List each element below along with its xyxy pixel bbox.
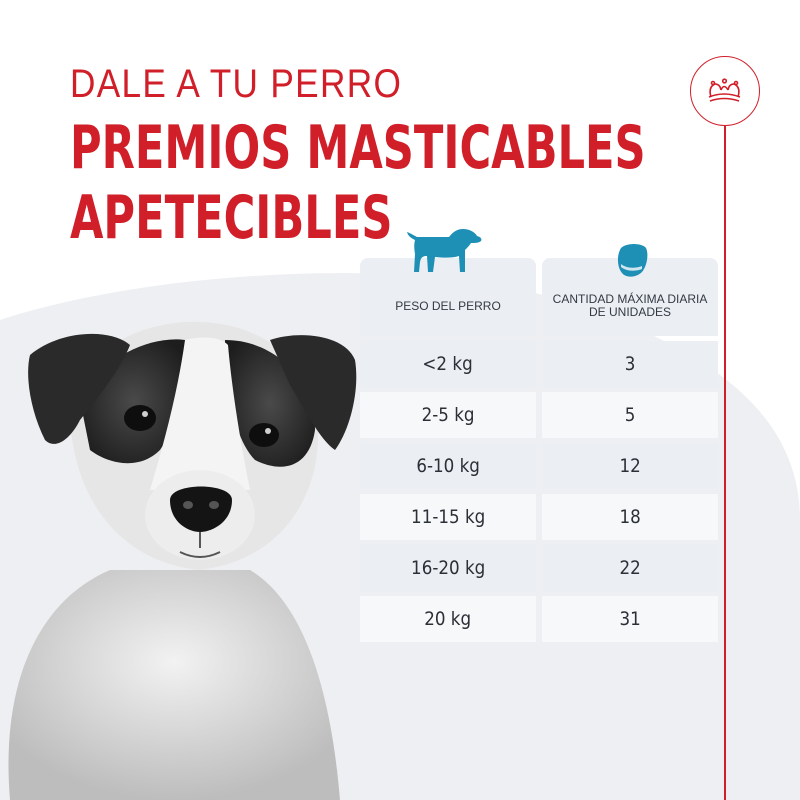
weight-cell: 6-10 kg — [416, 455, 480, 477]
table-row: 3 — [542, 341, 718, 387]
headline-line-2: PREMIOS MASTICABLES — [70, 113, 646, 183]
table-row: 11-15 kg — [360, 494, 536, 540]
weight-cell: 20 kg — [424, 608, 472, 630]
brand-logo — [690, 56, 760, 126]
units-cell: 12 — [619, 455, 641, 477]
units-cell: 3 — [624, 353, 636, 375]
table-row: 18 — [542, 494, 718, 540]
headline-line-3: APETECIBLES — [70, 183, 393, 253]
brand-divider-line — [724, 126, 726, 800]
units-cell: 18 — [619, 506, 641, 528]
units-header-label: CANTIDAD MÁXIMA DIARIA DE UNIDADES — [553, 293, 708, 319]
units-header: CANTIDAD MÁXIMA DIARIA DE UNIDADES — [542, 258, 718, 336]
units-header-line-1: CANTIDAD MÁXIMA DIARIA — [552, 292, 708, 306]
units-cell: 31 — [619, 608, 641, 630]
table-row: 2-5 kg — [360, 392, 536, 438]
weight-cell: 16-20 kg — [410, 557, 486, 579]
units-cell: 5 — [624, 404, 636, 426]
weight-header: PESO DEL PERRO — [360, 258, 536, 336]
units-header-line-2: DE UNIDADES — [588, 305, 671, 319]
dog-photo — [8, 321, 357, 800]
table-row: 31 — [542, 596, 718, 642]
table-row: 12 — [542, 443, 718, 489]
table-row: 5 — [542, 392, 718, 438]
treat-icon — [617, 244, 648, 277]
units-cell: 22 — [619, 557, 641, 579]
headline: DALE A TU PERRO PREMIOS MASTICABLES APET… — [70, 62, 800, 253]
table-row: <2 kg — [360, 341, 536, 387]
headline-line-1: DALE A TU PERRO — [70, 62, 403, 106]
crown-icon — [708, 78, 741, 102]
dog-silhouette-icon — [407, 229, 482, 272]
weight-column: PESO DEL PERRO <2 kg 2-5 kg 6-10 kg 11-1… — [360, 258, 536, 642]
weight-cell: <2 kg — [422, 353, 474, 375]
units-column: CANTIDAD MÁXIMA DIARIA DE UNIDADES 3 5 1… — [542, 258, 718, 642]
table-row: 16-20 kg — [360, 545, 536, 591]
table-row: 6-10 kg — [360, 443, 536, 489]
table-row: 20 kg — [360, 596, 536, 642]
weight-cell: 2-5 kg — [421, 404, 475, 426]
table-row: 22 — [542, 545, 718, 591]
weight-header-label: PESO DEL PERRO — [395, 298, 501, 313]
weight-cell: 11-15 kg — [410, 506, 486, 528]
